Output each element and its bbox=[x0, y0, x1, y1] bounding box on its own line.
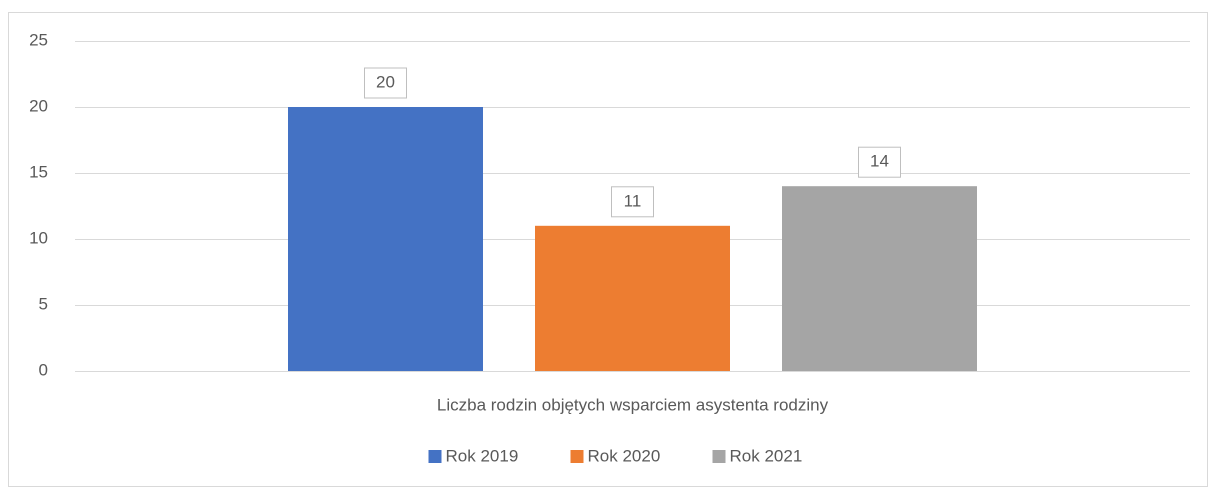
legend-swatch bbox=[712, 450, 726, 463]
y-tick-label: 10 bbox=[29, 228, 48, 247]
data-label: 11 bbox=[624, 191, 642, 210]
y-tick-label: 15 bbox=[29, 162, 48, 181]
x-tick-label: Liczba rodzin objętych wsparciem asysten… bbox=[437, 395, 829, 414]
data-label: 14 bbox=[870, 152, 889, 171]
data-label-box bbox=[611, 186, 654, 218]
data-label-box bbox=[364, 67, 407, 99]
data-label: 20 bbox=[376, 72, 395, 91]
legend-label: Rok 2020 bbox=[588, 446, 661, 465]
legend-label: Rok 2019 bbox=[446, 446, 519, 465]
bar bbox=[782, 186, 977, 371]
y-tick-label: 20 bbox=[29, 96, 48, 115]
y-tick-label: 0 bbox=[39, 360, 48, 379]
y-tick-label: 5 bbox=[39, 294, 48, 313]
data-label-box bbox=[858, 146, 901, 178]
bar bbox=[288, 107, 483, 371]
y-tick-label: 25 bbox=[29, 30, 48, 49]
legend-swatch bbox=[428, 450, 442, 463]
legend-label: Rok 2021 bbox=[730, 446, 803, 465]
legend-swatch bbox=[570, 450, 584, 463]
bar bbox=[535, 225, 730, 371]
